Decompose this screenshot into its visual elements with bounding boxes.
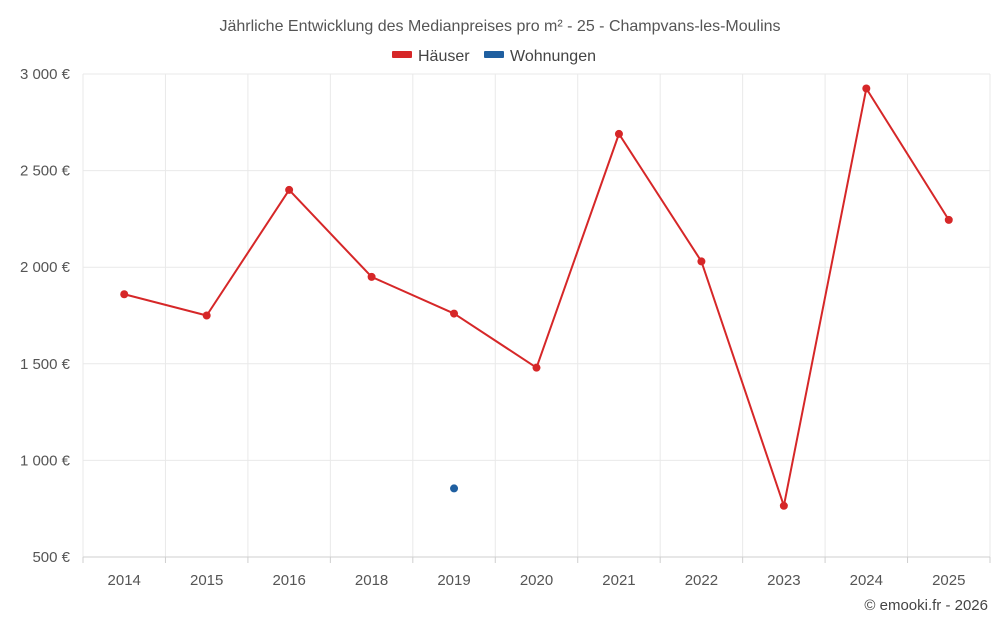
x-tick-label: 2023: [767, 572, 800, 589]
data-point-haeuser[interactable]: [120, 290, 129, 299]
x-tick-label: 2025: [932, 572, 965, 589]
credit-text: © emooki.fr - 2026: [864, 597, 988, 614]
data-point-haeuser[interactable]: [697, 257, 706, 266]
chart-title: Jährliche Entwicklung des Medianpreises …: [219, 18, 780, 35]
data-point-haeuser[interactable]: [450, 309, 459, 318]
y-tick-label: 2 000 €: [20, 259, 71, 276]
x-axis: 2014 2015 2016 2018 2019 2020 2021 2022 2023 2024…: [82, 556, 991, 589]
y-axis: 500 € 1 000 € 1 500 € 2 000 € 2 500 € 3 000 €: [20, 66, 71, 566]
legend-label-haeuser[interactable]: Häuser: [418, 48, 470, 65]
y-tick-label: 500 €: [32, 549, 70, 566]
legend-swatch-haeuser: [392, 51, 412, 58]
data-point-haeuser[interactable]: [862, 84, 871, 93]
data-point-haeuser[interactable]: [202, 311, 211, 320]
x-tick-label: 2014: [108, 572, 141, 589]
y-tick-label: 3 000 €: [20, 66, 71, 83]
x-tick-label: 2024: [850, 572, 883, 589]
y-tick-label: 2 500 €: [20, 163, 71, 180]
x-tick-label: 2015: [190, 572, 223, 589]
plot-area: [120, 84, 953, 510]
data-point-haeuser[interactable]: [532, 363, 541, 372]
y-tick-label: 1 500 €: [20, 356, 71, 373]
data-point-haeuser[interactable]: [779, 501, 788, 510]
x-tick-label: 2016: [272, 572, 305, 589]
chart-legend: Häuser Wohnungen: [392, 48, 596, 65]
x-tick-label: 2018: [355, 572, 388, 589]
x-tick-label: 2019: [437, 572, 470, 589]
grid: [82, 73, 991, 557]
data-point-wohnungen[interactable]: [450, 484, 459, 493]
x-tick-label: 2022: [685, 572, 718, 589]
legend-label-wohnungen[interactable]: Wohnungen: [510, 48, 596, 65]
data-point-haeuser[interactable]: [614, 129, 623, 138]
data-point-haeuser[interactable]: [285, 185, 294, 194]
legend-swatch-wohnungen: [484, 51, 504, 58]
y-tick-label: 1 000 €: [20, 452, 71, 469]
data-point-haeuser[interactable]: [367, 272, 376, 281]
x-tick-label: 2021: [602, 572, 635, 589]
data-point-haeuser[interactable]: [944, 215, 953, 224]
x-tick-label: 2020: [520, 572, 553, 589]
